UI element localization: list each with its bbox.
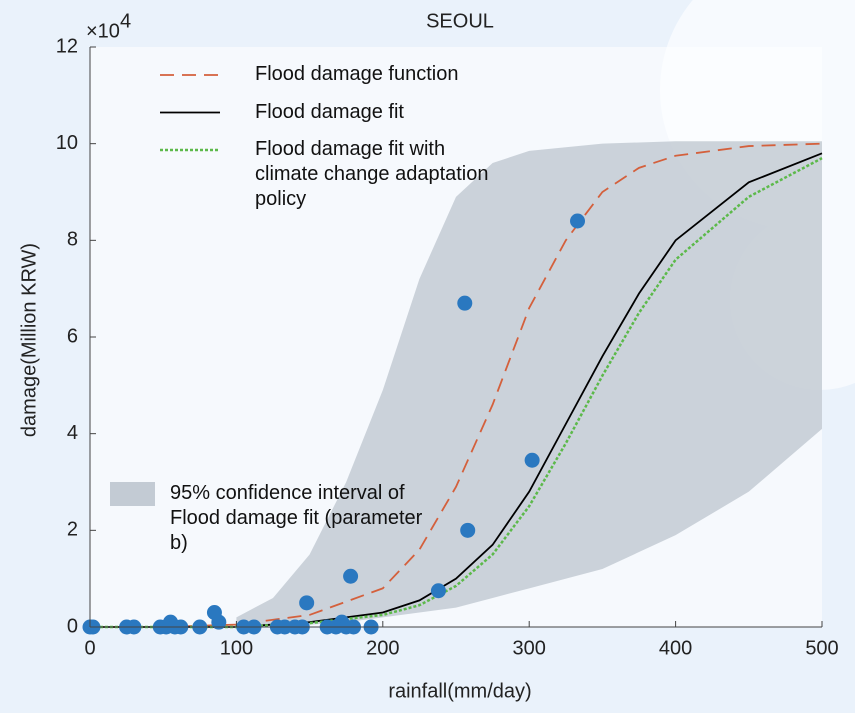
legend-label: 95% confidence interval of Flood damage …	[170, 481, 425, 556]
point	[460, 523, 475, 538]
legend-label: Flood damage function	[255, 62, 495, 87]
legend-label: Flood damage fit with climate change ada…	[255, 137, 495, 212]
y-tick-label: 0	[67, 615, 78, 637]
point	[343, 569, 358, 584]
legend-swatch	[110, 482, 155, 506]
y-tick-label: 6	[67, 325, 78, 347]
point	[525, 453, 540, 468]
point	[431, 583, 446, 598]
y-tick-label: 12	[56, 35, 78, 57]
y-axis-label: damage(Million KRW)	[18, 243, 40, 437]
chart-title: SEOUL	[426, 10, 494, 32]
point	[570, 214, 585, 229]
x-tick-label: 200	[366, 637, 399, 659]
y-tick-label: 10	[56, 132, 78, 154]
y-tick-label: 2	[67, 519, 78, 541]
x-tick-label: 300	[513, 637, 546, 659]
point	[457, 296, 472, 311]
x-tick-label: 500	[805, 637, 838, 659]
point	[299, 595, 314, 610]
x-tick-label: 0	[84, 637, 95, 659]
y-tick-label: 4	[67, 422, 78, 444]
x-axis-label: rainfall(mm/day)	[388, 680, 531, 702]
x-tick-label: 400	[659, 637, 692, 659]
y-tick-label: 8	[67, 229, 78, 251]
y-multiplier-exponent: 4	[120, 10, 131, 32]
y-multiplier: ×10	[86, 20, 120, 42]
legend-label: Flood damage fit	[255, 100, 495, 125]
x-tick-label: 100	[220, 637, 253, 659]
page: 0 100 200 300 400 500 0 2 4 6 8 10 12 SEOUL rainfall…	[0, 0, 855, 713]
